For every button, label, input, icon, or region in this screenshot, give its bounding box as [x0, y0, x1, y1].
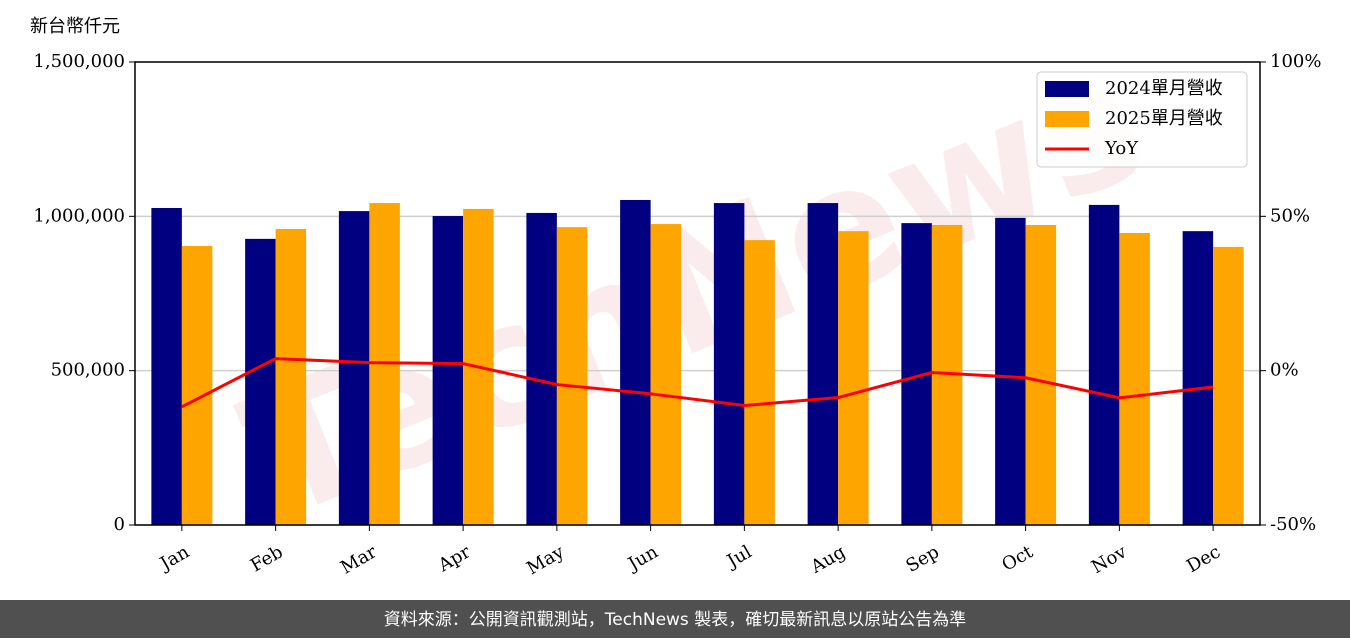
legend-label: YoY — [1104, 138, 1139, 159]
bar — [1119, 233, 1150, 525]
y-axis-label: 新台幣仟元 — [30, 16, 120, 37]
bar — [526, 212, 557, 526]
y-tick-label: 500,000 — [51, 360, 125, 381]
bar — [1088, 204, 1120, 526]
x-tick-label: May — [523, 541, 568, 579]
x-tick-label: Nov — [1088, 541, 1131, 578]
bar — [620, 199, 651, 525]
x-tick-label: Jan — [155, 541, 193, 575]
x-tick-label: Sep — [902, 541, 942, 576]
legend-swatch — [1045, 81, 1089, 97]
x-tick-label: Oct — [998, 541, 1037, 576]
x-tick-label: Jul — [722, 541, 756, 573]
line-series — [181, 357, 1214, 409]
x-tick-label: Apr — [434, 541, 474, 576]
y2-tick-label: 100% — [1270, 51, 1321, 72]
bar — [1213, 246, 1244, 525]
legend-label: 2025單月營收 — [1105, 108, 1223, 129]
plot-frame — [134, 61, 1261, 526]
y2-tick-label: -50% — [1270, 514, 1316, 535]
y-tick-label: 0 — [114, 514, 125, 535]
bar — [338, 211, 370, 525]
footer-source: 資料來源：公開資訊觀測站，TechNews 製表，確切最新訊息以原站公告為準 — [384, 610, 966, 630]
bar — [1025, 224, 1057, 525]
bar — [995, 217, 1026, 526]
bar — [744, 240, 775, 526]
legend-swatch — [1045, 111, 1089, 127]
footer-bar — [0, 600, 1350, 638]
y-tick-label: 1,000,000 — [33, 205, 125, 226]
bar — [713, 203, 745, 525]
bar — [245, 238, 276, 525]
x-tick-label: Dec — [1183, 541, 1224, 577]
bar — [181, 245, 213, 525]
bar — [432, 216, 464, 526]
bar — [1182, 231, 1214, 525]
bar — [807, 203, 839, 525]
bar — [556, 227, 588, 526]
x-tick-label: Feb — [247, 541, 287, 576]
bar — [151, 207, 182, 525]
x-tick-label: Mar — [337, 541, 381, 578]
y2-tick-label: 0% — [1270, 360, 1299, 381]
legend-box — [1036, 71, 1248, 168]
y2-tick-label: 50% — [1270, 205, 1310, 226]
x-tick-label: Aug — [806, 541, 849, 578]
bar — [275, 228, 307, 526]
bar — [838, 231, 869, 525]
y-tick-label: 1,500,000 — [33, 51, 125, 72]
x-tick-label: Jun — [623, 541, 662, 576]
bar — [650, 224, 682, 526]
legend-label: 2024單月營收 — [1105, 78, 1223, 99]
